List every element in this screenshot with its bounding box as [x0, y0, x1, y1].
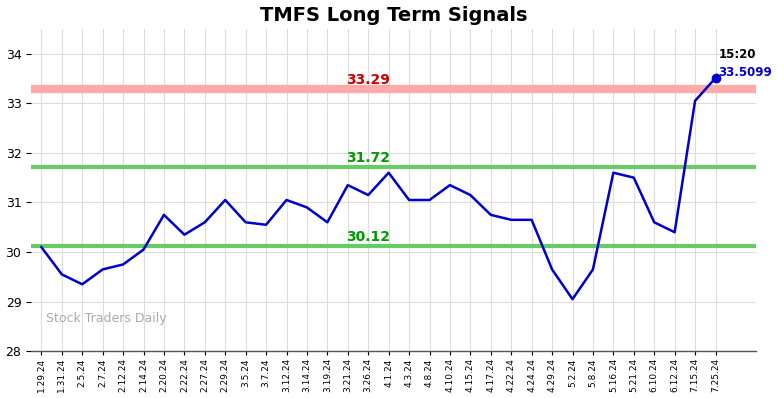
- Text: 33.29: 33.29: [347, 73, 390, 87]
- Text: 15:20: 15:20: [719, 48, 756, 61]
- Text: 30.12: 30.12: [347, 230, 390, 244]
- Text: Stock Traders Daily: Stock Traders Daily: [45, 312, 166, 326]
- Text: 31.72: 31.72: [347, 151, 390, 165]
- Title: TMFS Long Term Signals: TMFS Long Term Signals: [260, 6, 528, 25]
- Text: 33.5099: 33.5099: [719, 66, 772, 78]
